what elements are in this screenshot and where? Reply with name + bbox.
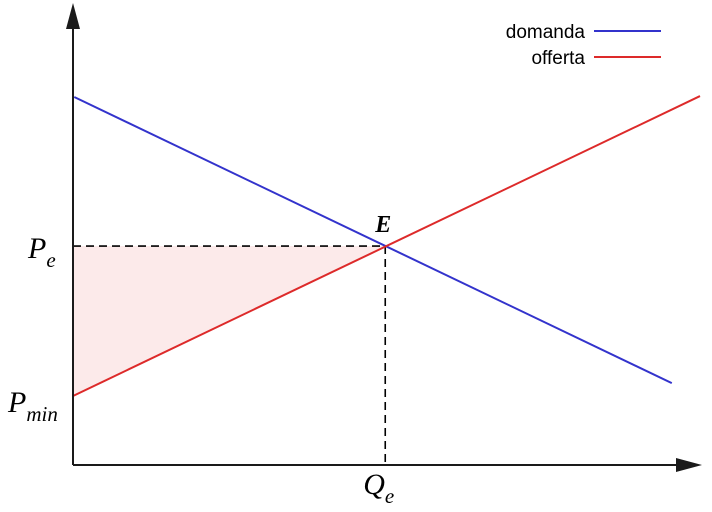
quantity-equilibrium-label: Qe (363, 468, 394, 508)
supply-line (72, 95, 701, 397)
equilibrium-point-label: E (374, 212, 391, 238)
demand-line (73, 96, 673, 385)
x-axis-arrow-icon (676, 458, 702, 472)
legend-label-offerta: offerta (531, 48, 585, 69)
legend: domanda offerta (506, 22, 661, 69)
legend-label-domanda: domanda (506, 22, 586, 43)
y-axis-arrow-icon (66, 3, 80, 29)
price-equilibrium-label: Pe (27, 232, 56, 272)
price-min-label: Pmin (7, 386, 58, 426)
